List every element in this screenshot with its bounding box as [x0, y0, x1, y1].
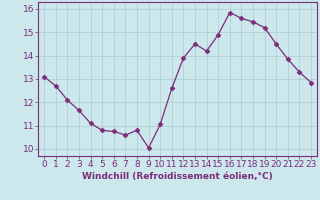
X-axis label: Windchill (Refroidissement éolien,°C): Windchill (Refroidissement éolien,°C) — [82, 172, 273, 181]
